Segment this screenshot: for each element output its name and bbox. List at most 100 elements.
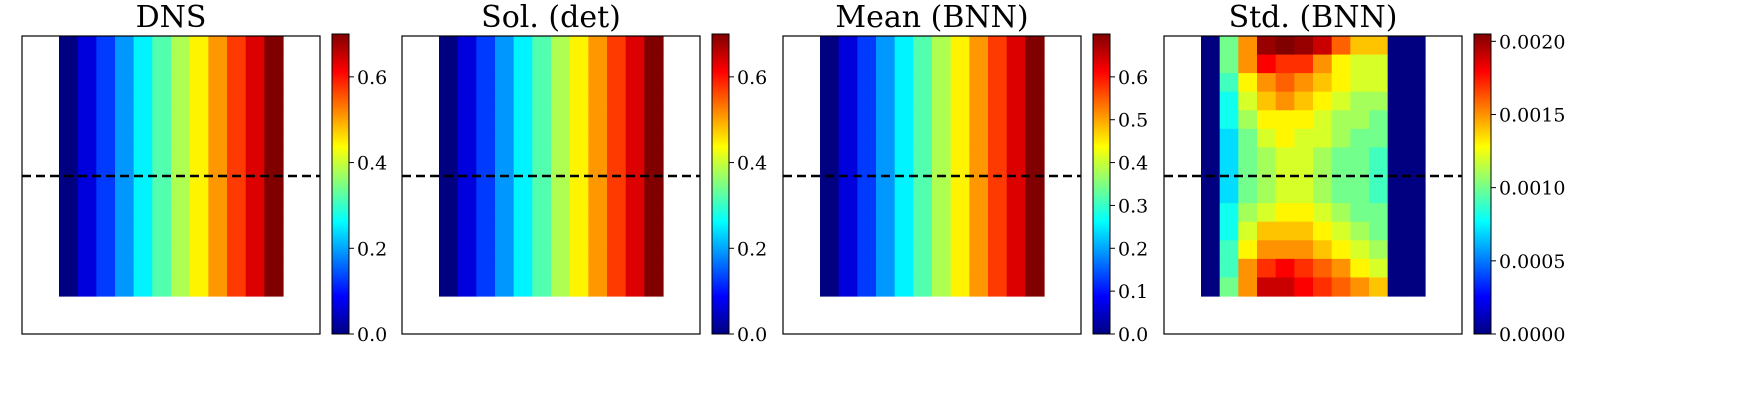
heatmap-cell [96,73,116,93]
heatmap-cell [245,73,265,93]
heatmap-cell [1387,110,1407,130]
heatmap-cell [551,36,571,56]
heatmap-cell [551,91,571,111]
heatmap-cell [1006,221,1026,241]
heatmap-cell [439,110,459,130]
heatmap-cell [457,221,477,241]
heatmap-cell [245,147,265,167]
heatmap-cell [513,277,533,297]
heatmap-cell [457,36,477,56]
heatmap-cell [932,73,952,93]
colorbar-tick-label: 0.6 [357,67,387,89]
heatmap-cell [77,73,97,93]
heatmap-cell [857,91,877,111]
heatmap-cell [1201,258,1221,279]
heatmap-cell [1406,166,1426,186]
heatmap-cell [59,184,79,204]
heatmap-cell [932,36,952,56]
heatmap-cell [1350,203,1370,223]
heatmap-cell [457,128,477,149]
heatmap-cell [1219,91,1239,111]
heatmap-cell [1313,73,1333,93]
heatmap-cell [1350,128,1370,149]
heatmap-cell [1387,258,1407,279]
heatmap-cell [264,277,284,297]
heatmap-cell [1313,54,1333,74]
colorbar [331,33,350,335]
heatmap-cell [950,221,970,241]
heatmap-cell [457,110,477,130]
heatmap-cell [152,203,172,223]
heatmap-cell [1201,203,1221,223]
heatmap-cell [96,277,116,297]
heatmap-cell [1006,91,1026,111]
heatmap-cell [588,184,608,204]
heatmap-cell [932,258,952,279]
heatmap-cell [1369,128,1389,149]
heatmap-cell [969,128,989,149]
heatmap-cell [894,128,914,149]
heatmap-cell [439,240,459,260]
heatmap-cell [1025,110,1045,130]
heatmap-cell [1406,54,1426,74]
heatmap-cell [133,128,153,149]
heatmap-cell [625,110,645,130]
heatmap-cell [1313,203,1333,223]
heatmap-cell [495,73,515,93]
heatmap-cell [876,110,896,130]
heatmap-cell [189,36,209,56]
heatmap-cell [152,240,172,260]
heatmap-cell [1313,128,1333,149]
heatmap-cell [457,240,477,260]
heatmap-cell [532,36,552,56]
heatmap-cell [1406,277,1426,297]
heatmap-cell [1201,73,1221,93]
heatmap-cell [1025,54,1045,74]
heatmap-cell [625,184,645,204]
heatmap-cell [988,91,1008,111]
heatmap-cell [1331,54,1351,74]
heatmap-cell [532,184,552,204]
heatmap-cell [932,91,952,111]
heatmap-cell [569,203,589,223]
heatmap-cell [1006,128,1026,149]
heatmap-cell [1313,258,1333,279]
heatmap-cell [820,221,840,241]
heatmap-cell [1025,203,1045,223]
heatmap-cell [551,184,571,204]
heatmap-cell [189,166,209,186]
heatmap-cell [245,258,265,279]
heatmap-cell [227,36,247,56]
heatmap-cell [264,36,284,56]
heatmap-cell [227,110,247,130]
heatmap-cell [1369,240,1389,260]
heatmap-cell [208,110,228,130]
heatmap-cell [1294,240,1314,260]
heatmap-cell [644,203,664,223]
heatmap-cell [77,36,97,56]
heatmap-cell [96,147,116,167]
heatmap-cell [264,240,284,260]
heatmap-cell [1257,203,1277,223]
heatmap-cell [969,36,989,56]
heatmap-cell [551,147,571,167]
heatmap-cell [1275,54,1295,74]
heatmap-cell [1313,147,1333,167]
heatmap-cell [588,258,608,279]
axes-frame [401,35,701,335]
heatmap-cell [227,240,247,260]
heatmap-cell [1331,221,1351,241]
heatmap-cell [1238,73,1258,93]
heatmap-cell [588,110,608,130]
heatmap-cell [551,221,571,241]
heatmap-cell [838,128,858,149]
heatmap-cell [77,240,97,260]
heatmap-cell [457,203,477,223]
heatmap-cell [820,240,840,260]
heatmap-cell [876,128,896,149]
heatmap-cell [644,54,664,74]
colorbar [711,33,730,335]
heatmap-cell [1406,258,1426,279]
panel-title: Sol. (det) [481,0,621,35]
heatmap-cell [838,258,858,279]
